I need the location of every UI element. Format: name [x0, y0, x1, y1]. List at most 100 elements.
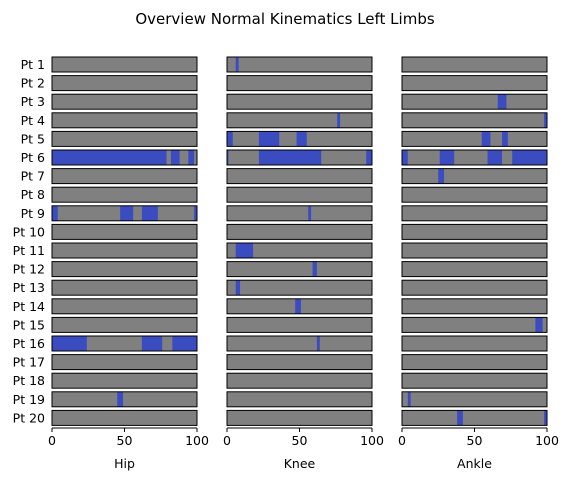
abnormal-segment	[316, 336, 320, 351]
normal-bar	[402, 150, 547, 165]
abnormal-segment	[194, 205, 197, 221]
bar-outline	[51, 75, 198, 92]
normal-bar	[402, 280, 547, 296]
abnormal-segment	[170, 150, 180, 165]
bar-outline	[51, 130, 198, 147]
bar-outline	[401, 354, 548, 371]
normal-bar	[227, 224, 372, 240]
normal-bar	[227, 57, 372, 72]
abnormal-segment	[407, 391, 411, 407]
bar-outline	[401, 149, 548, 166]
bar-outline	[226, 279, 373, 296]
normal-bar	[227, 354, 372, 370]
x-tick-label: 100	[185, 433, 209, 448]
x-tick-label: 50	[292, 433, 308, 448]
abnormal-segment	[457, 410, 463, 426]
bar-outline	[401, 223, 548, 240]
bar-outline	[401, 409, 548, 426]
bar-outline	[226, 316, 373, 333]
bar-outline	[401, 130, 548, 147]
row-label: Pt 16	[13, 336, 45, 351]
normal-bar	[52, 317, 197, 333]
bar-outline	[226, 391, 373, 408]
bar-outline	[226, 261, 373, 278]
bar-outline	[226, 149, 373, 166]
bar-outline	[51, 409, 198, 426]
bar-outline	[401, 391, 548, 408]
normal-bar	[227, 373, 372, 389]
row-label: Pt 4	[21, 113, 45, 128]
panel-knee: 0 50 100 Knee	[223, 56, 384, 471]
x-tick-label: 50	[467, 433, 483, 448]
bar-outline	[401, 316, 548, 333]
normal-bar	[227, 75, 372, 91]
row-label: Pt 2	[21, 76, 45, 91]
normal-bar	[402, 243, 547, 258]
normal-bar	[52, 94, 197, 110]
bar-outline	[226, 56, 373, 73]
x-axis-label: Ankle	[457, 456, 492, 471]
normal-bar	[402, 224, 547, 240]
row-label: Pt 6	[21, 150, 45, 165]
row-label: Pt 13	[13, 280, 45, 295]
abnormal-segment	[544, 112, 547, 128]
abnormal-segment	[544, 410, 547, 426]
bar-outline	[401, 261, 548, 278]
abnormal-segment	[512, 150, 547, 165]
bar-outline	[51, 298, 198, 315]
normal-bar	[227, 205, 372, 221]
bar-outline	[51, 56, 198, 73]
bar-outline	[51, 205, 198, 222]
bar-outline	[51, 261, 198, 278]
normal-bar	[52, 131, 197, 147]
normal-bar	[227, 391, 372, 407]
row-label: Pt 9	[21, 206, 45, 221]
row-label: Pt 3	[21, 94, 45, 109]
x-tick-label: 100	[535, 433, 559, 448]
abnormal-segment	[188, 150, 195, 165]
bar-outline	[51, 93, 198, 110]
normal-bar	[52, 298, 197, 314]
bar-outline	[51, 372, 198, 389]
normal-bar	[52, 354, 197, 370]
x-tick-label: 100	[360, 433, 384, 448]
bar-outline	[51, 149, 198, 166]
normal-bar	[402, 168, 547, 184]
row-label: Pt 8	[21, 187, 45, 202]
normal-bar	[227, 243, 372, 258]
normal-bar	[227, 280, 372, 296]
normal-bar	[402, 75, 547, 91]
abnormal-segment	[52, 205, 58, 221]
bar-outline	[226, 354, 373, 371]
bar-outline	[226, 112, 373, 129]
abnormal-segment	[438, 168, 445, 184]
abnormal-segment	[120, 205, 134, 221]
bar-outline	[401, 335, 548, 352]
abnormal-segment	[235, 57, 239, 72]
bar-outline	[51, 316, 198, 333]
row-label: Pt 1	[21, 57, 45, 72]
x-tick-label: 0	[48, 433, 56, 448]
bar-outline	[226, 168, 373, 185]
normal-bar	[402, 187, 547, 203]
normal-bar	[402, 112, 547, 128]
abnormal-segment	[487, 150, 503, 165]
bar-outline	[226, 242, 373, 259]
normal-bar	[227, 261, 372, 277]
bar-outline	[401, 93, 548, 110]
normal-bar	[402, 336, 547, 351]
abnormal-segment	[227, 131, 233, 147]
normal-bar	[227, 336, 372, 351]
normal-bar	[227, 94, 372, 110]
bar-outline	[51, 223, 198, 240]
panel-hip: 0 50 100 Hip	[48, 56, 209, 471]
bar-outline	[401, 112, 548, 129]
panel-ankle: 0 50 100 Ankle	[398, 56, 559, 471]
normal-bar	[52, 261, 197, 277]
bar-outline	[51, 354, 198, 371]
abnormal-segment	[117, 391, 124, 407]
bar-outline	[51, 242, 198, 259]
normal-bar	[52, 224, 197, 240]
abnormal-segment	[312, 261, 317, 277]
abnormal-segment	[481, 131, 491, 147]
